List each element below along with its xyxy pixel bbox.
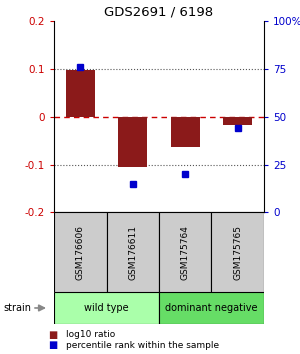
Text: ■: ■	[48, 330, 57, 339]
Text: GSM175764: GSM175764	[181, 225, 190, 280]
Bar	[159, 212, 211, 292]
Bar	[54, 292, 159, 324]
Text: ■: ■	[48, 340, 57, 350]
Text: wild type: wild type	[84, 303, 129, 313]
Text: strain: strain	[3, 303, 31, 313]
Text: percentile rank within the sample: percentile rank within the sample	[66, 341, 219, 350]
Bar	[106, 212, 159, 292]
Bar	[54, 212, 106, 292]
Title: GDS2691 / 6198: GDS2691 / 6198	[104, 6, 214, 19]
Text: GSM176606: GSM176606	[76, 225, 85, 280]
Bar	[212, 212, 264, 292]
Text: GSM175765: GSM175765	[233, 225, 242, 280]
Text: log10 ratio: log10 ratio	[66, 330, 115, 339]
Bar	[118, 117, 147, 167]
Text: dominant negative: dominant negative	[165, 303, 258, 313]
Bar	[159, 292, 264, 324]
Text: GSM176611: GSM176611	[128, 225, 137, 280]
Bar	[171, 117, 200, 147]
Bar	[223, 117, 252, 125]
Bar	[66, 70, 95, 117]
